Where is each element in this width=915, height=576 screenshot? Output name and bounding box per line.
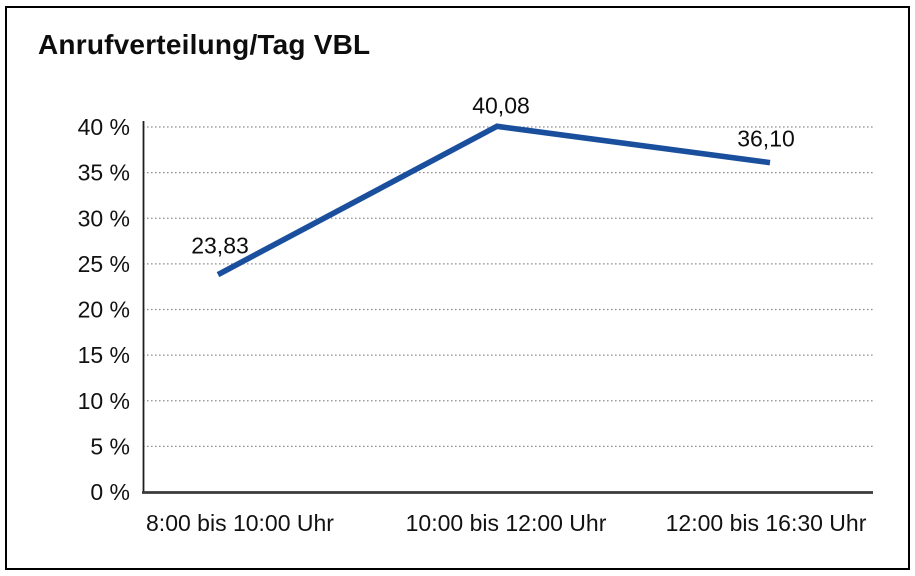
y-tick-label: 40 % [78, 114, 130, 140]
data-line [216, 123, 771, 278]
data-point-label: 23,83 [191, 233, 249, 259]
y-tick-label: 5 % [90, 433, 130, 459]
y-tick-label: 10 % [78, 388, 130, 414]
x-tick-label: 12:00 bis 16:30 Uhr [666, 510, 867, 536]
y-tick-label: 25 % [78, 251, 130, 277]
chart-title: Anrufverteilung/Tag VBL [38, 29, 371, 60]
y-tick-label: 0 % [90, 479, 130, 505]
x-tick-label: 8:00 bis 10:00 Uhr [146, 510, 334, 536]
y-tick-label: 15 % [78, 342, 130, 368]
chart-frame-border [5, 6, 910, 570]
y-tick-label: 20 % [78, 297, 130, 323]
x-tick-label: 10:00 bis 12:00 Uhr [406, 510, 607, 536]
y-tick-label: 30 % [78, 205, 130, 231]
data-point-label: 40,08 [472, 92, 530, 118]
data-point-label: 36,10 [737, 126, 795, 152]
y-tick-label: 35 % [78, 160, 130, 186]
